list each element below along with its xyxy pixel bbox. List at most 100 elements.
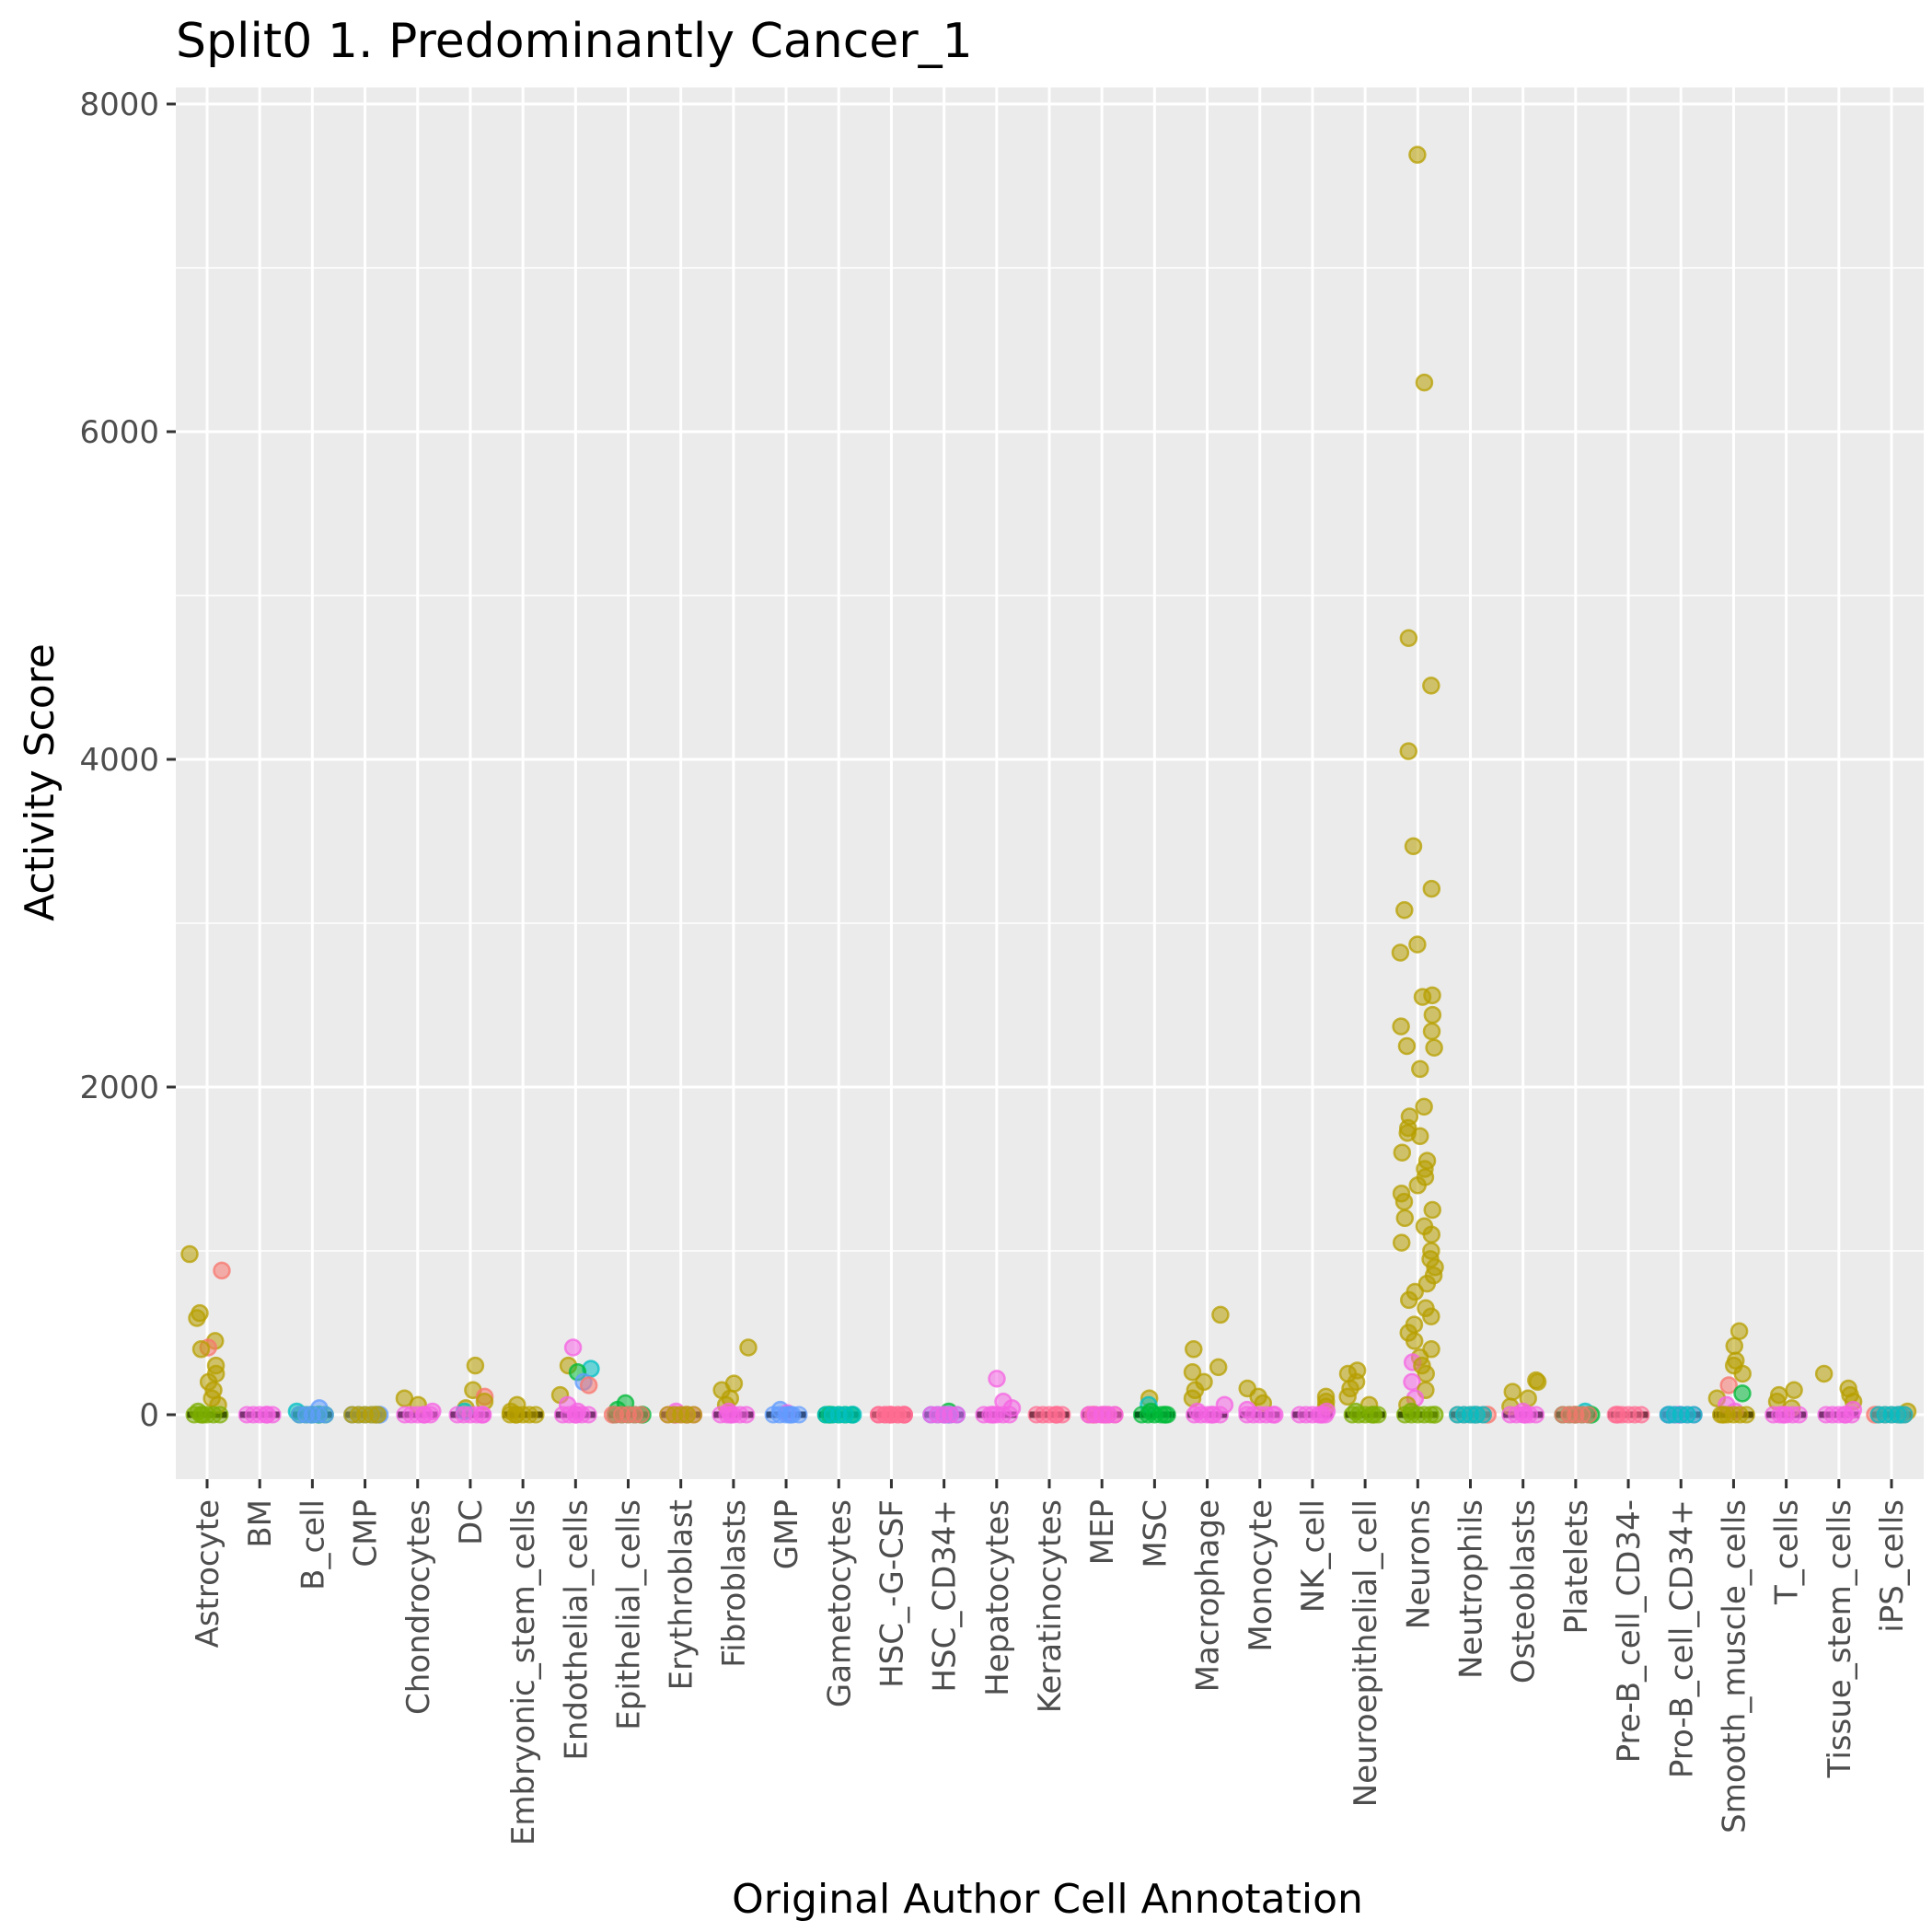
data-point xyxy=(1395,901,1414,920)
x-tick-label: CMP xyxy=(348,1499,385,1568)
data-point-cluster xyxy=(316,1406,334,1424)
data-point-cluster xyxy=(790,1406,808,1424)
data-point-cluster xyxy=(1475,1406,1492,1424)
data-point xyxy=(1399,629,1418,648)
data-point xyxy=(1185,1340,1203,1359)
data-point-cluster xyxy=(211,1406,229,1424)
data-point xyxy=(1408,1176,1427,1195)
y-axis: 0 2000 4000 6000 8000 xyxy=(79,87,176,1434)
x-tick-label: Hepatocytes xyxy=(979,1499,1016,1696)
x-tick-label: Endothelial_cells xyxy=(558,1499,595,1761)
x-tick-label: Pro-B_cell_CD34+ xyxy=(1663,1499,1700,1778)
data-point xyxy=(563,1338,583,1357)
data-point xyxy=(1394,1192,1414,1211)
x-tick-label: Astrocyte xyxy=(190,1499,226,1648)
data-point-cluster xyxy=(842,1406,861,1424)
x-tick-label: Gametocytes xyxy=(821,1499,858,1707)
x-tick-label: MSC xyxy=(1137,1499,1174,1568)
grid-major xyxy=(176,87,1924,1479)
data-point xyxy=(1422,1225,1440,1244)
data-point xyxy=(1814,1364,1834,1383)
x-tick-label: DC xyxy=(453,1499,490,1545)
x-tick-label: Neurons xyxy=(1400,1499,1437,1629)
data-point xyxy=(739,1338,758,1357)
x-tick-label: Neuroepithelial_cell xyxy=(1348,1499,1384,1807)
data-point xyxy=(1393,1143,1412,1162)
data-point-cluster xyxy=(526,1406,545,1424)
data-point xyxy=(1719,1376,1738,1394)
y-tick-label: 6000 xyxy=(79,414,159,451)
data-point-cluster xyxy=(685,1406,703,1424)
x-tick-label: MEP xyxy=(1084,1499,1121,1565)
data-point xyxy=(988,1370,1006,1388)
data-point xyxy=(466,1356,485,1375)
x-tick-label: Pre-B_cell_CD34- xyxy=(1611,1499,1648,1763)
data-point-cluster xyxy=(737,1406,756,1424)
x-tick-label: GMP xyxy=(769,1499,805,1569)
data-point xyxy=(1733,1364,1752,1383)
data-point-cluster xyxy=(1895,1406,1914,1424)
x-axis-title: Original Author Cell Annotation xyxy=(732,1876,1363,1923)
x-tick-label: NK_cell xyxy=(1295,1499,1332,1613)
data-point xyxy=(191,1340,211,1359)
data-point-cluster xyxy=(1316,1406,1335,1424)
data-point xyxy=(1503,1382,1522,1401)
data-point xyxy=(1408,935,1427,954)
x-tick-label: T_cells xyxy=(1769,1499,1806,1605)
data-point xyxy=(1725,1336,1744,1355)
data-point-cluster xyxy=(1369,1406,1387,1424)
data-point-cluster xyxy=(1421,1406,1440,1424)
data-point xyxy=(180,1244,199,1264)
data-point-cluster xyxy=(1579,1406,1598,1424)
y-tick-label: 2000 xyxy=(79,1070,159,1106)
data-point xyxy=(1408,145,1427,164)
x-tick-label: Tissue_stem_cells xyxy=(1822,1499,1858,1778)
x-tick-label: Osteoblasts xyxy=(1506,1499,1543,1683)
data-point-cluster xyxy=(1843,1406,1861,1424)
data-point xyxy=(1211,1305,1230,1325)
data-point xyxy=(1183,1362,1202,1382)
data-point-cluster xyxy=(1527,1406,1545,1424)
x-tick-label: Embryonic_stem_cells xyxy=(505,1499,542,1845)
data-point-cluster xyxy=(1105,1406,1124,1424)
data-point xyxy=(1399,1290,1418,1310)
x-tick-label: HSC_-G-CSF xyxy=(873,1499,910,1688)
data-point-cluster xyxy=(1211,1406,1230,1424)
x-tick-label: Epithelial_cells xyxy=(611,1499,648,1730)
data-point xyxy=(1423,1005,1442,1024)
chart-title: Split0 1. Predominantly Cancer_1 xyxy=(176,14,973,69)
x-tick-label: Smooth_muscle_cells xyxy=(1716,1499,1753,1834)
data-point-cluster xyxy=(369,1406,388,1424)
y-tick-label: 0 xyxy=(139,1397,159,1434)
data-point xyxy=(1403,1372,1421,1392)
x-tick-label: HSC_CD34+ xyxy=(927,1499,964,1693)
data-point-cluster xyxy=(1790,1406,1809,1424)
data-point xyxy=(1397,1036,1417,1056)
x-tick-label: Platelets xyxy=(1558,1499,1595,1634)
x-tick-label: B_cell xyxy=(295,1499,331,1591)
data-point-cluster xyxy=(1001,1406,1019,1424)
y-axis-title: Activity Score xyxy=(17,643,64,921)
x-tick-label: Keratinocytes xyxy=(1032,1499,1069,1713)
data-point-cluster xyxy=(632,1406,650,1424)
data-point xyxy=(1395,1209,1415,1228)
data-point-cluster xyxy=(422,1406,440,1424)
data-point xyxy=(1391,943,1410,962)
data-point xyxy=(1399,742,1417,760)
data-point-cluster xyxy=(263,1406,282,1424)
x-tick-label: Macrophage xyxy=(1190,1499,1227,1692)
data-point-cluster xyxy=(579,1406,597,1424)
x-axis: Astrocyte BM B_cell CMP Chondrocytes DC Embryo… xyxy=(190,1479,1911,1845)
data-point xyxy=(1392,1017,1410,1035)
x-tick-label: Fibroblasts xyxy=(716,1499,753,1668)
data-point xyxy=(1417,1274,1437,1293)
data-point-cluster xyxy=(1684,1406,1703,1424)
x-tick-label: BM xyxy=(242,1499,279,1548)
data-point xyxy=(1785,1381,1803,1400)
data-point xyxy=(1425,1038,1443,1058)
x-tick-label: Neutrophils xyxy=(1453,1499,1490,1679)
data-point-cluster xyxy=(948,1406,966,1424)
data-point-cluster xyxy=(1158,1406,1176,1424)
data-point xyxy=(1422,1022,1441,1041)
